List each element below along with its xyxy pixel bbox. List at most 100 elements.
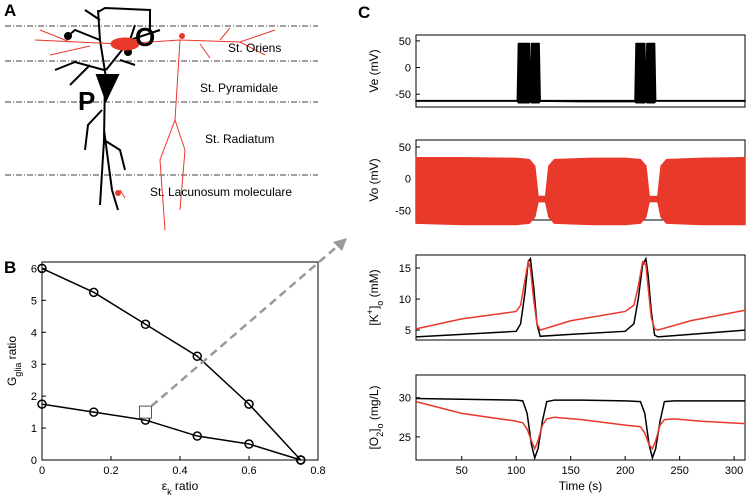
label-part: ε <box>162 479 168 493</box>
y-axis-label: [O2]o (mg/L) <box>367 385 385 449</box>
x-tick-label: 0 <box>39 465 45 477</box>
y-axis-label: [K+]o (mM) <box>365 269 385 325</box>
y-tick-label: 6 <box>31 263 37 275</box>
layer-label: St. Pyramidale <box>200 81 278 95</box>
y-tick-label: 2 <box>31 391 37 403</box>
point-marker <box>140 319 151 330</box>
panel-label: C <box>358 3 370 22</box>
point-marker <box>37 263 47 274</box>
label-part: ratio <box>172 479 199 493</box>
label-part: ] <box>367 306 381 309</box>
x-tick-label: 0.8 <box>310 465 325 477</box>
point-marker <box>89 407 99 417</box>
x-tick-label: 0.6 <box>241 465 256 477</box>
oriens-neuron <box>34 27 276 231</box>
series-line <box>415 397 745 461</box>
y-tick-label: 0 <box>405 174 411 186</box>
series-line <box>415 256 746 338</box>
y-tick-label: 3 <box>31 359 37 371</box>
label-part: G <box>5 377 19 386</box>
label-part: k <box>167 487 172 497</box>
panel-label: A <box>4 1 16 20</box>
label-part: o <box>375 423 385 428</box>
y-tick-label: 1 <box>31 423 37 435</box>
dendrite <box>34 27 276 231</box>
bouton <box>179 33 185 39</box>
x-tick-label: 300 <box>725 465 743 477</box>
x-tick-label: 150 <box>562 465 580 477</box>
series-line <box>41 403 301 461</box>
point-marker <box>244 439 254 449</box>
neuron-label: O <box>135 22 155 52</box>
label-part: ] <box>367 429 381 432</box>
label-part: (mg/L) <box>367 385 381 423</box>
y-tick-label: 30 <box>399 393 411 405</box>
y-tick-label: 50 <box>399 36 411 48</box>
label-part: Vo (mV) <box>367 158 381 201</box>
oscillation-band <box>415 42 746 104</box>
label-part: [O <box>367 437 381 450</box>
y-tick-label: 15 <box>399 263 411 275</box>
chart: -50 0 50 Vo (mV) <box>367 139 746 226</box>
point-marker <box>37 399 47 409</box>
label-part: (mM) <box>367 269 381 300</box>
point-marker <box>192 351 202 361</box>
plot-frame <box>415 34 746 108</box>
dendrite <box>84 77 126 211</box>
point-marker <box>89 287 99 298</box>
y-axis-label: Vo (mV) <box>367 158 381 201</box>
point-marker <box>296 455 306 465</box>
label-part: o <box>375 301 385 306</box>
pointer-arrow <box>150 243 341 408</box>
soma <box>110 37 140 51</box>
chart: 25 30 50 100 150 200 250 300 Time (s) [O2]o (mg/L… <box>367 374 746 493</box>
label-part: Ve (mV) <box>367 49 381 92</box>
y-tick-label: -50 <box>395 89 411 101</box>
panel-label: B <box>4 258 16 277</box>
layer-label: St. Oriens <box>228 41 281 55</box>
point-marker <box>192 431 202 441</box>
x-axis-label: εk ratio <box>162 479 199 497</box>
y-tick-label: 0 <box>405 63 411 75</box>
x-tick-label: 50 <box>456 465 468 477</box>
y-tick-label: 25 <box>399 432 411 444</box>
axon <box>97 6 151 30</box>
point-marker <box>244 399 254 409</box>
soma <box>95 74 120 103</box>
series-line <box>415 258 746 331</box>
x-axis-label: Time (s) <box>559 479 603 493</box>
x-tick-label: 0.4 <box>172 465 187 477</box>
y-tick-label: 4 <box>31 327 37 339</box>
y-tick-label: 50 <box>399 142 411 154</box>
chart: 5 10 15 [K+]o (mM) <box>365 254 746 341</box>
y-tick-label: 10 <box>399 294 411 306</box>
chart: -50 0 50 Ve (mV) <box>367 34 746 108</box>
label-part: Time (s) <box>559 479 603 493</box>
label-part: [K <box>367 314 381 325</box>
plot-frame <box>415 374 746 461</box>
label-part: glia <box>13 363 23 377</box>
x-tick-label: 250 <box>670 465 688 477</box>
bouton <box>115 190 121 196</box>
arrow-head <box>333 238 347 251</box>
layer-label: St. Radiatum <box>205 132 274 146</box>
y-tick-label: -50 <box>395 205 411 217</box>
series-line <box>41 267 302 461</box>
neuron-label: P <box>78 86 95 116</box>
y-tick-label: 5 <box>31 295 37 307</box>
label-part: + <box>365 309 375 314</box>
oscillation-band <box>415 157 746 226</box>
layer-label: St. Lacunosum moleculare <box>150 185 292 199</box>
y-tick-label: 0 <box>31 455 37 467</box>
highlight-square <box>139 405 152 419</box>
y-axis-label: Ve (mV) <box>367 49 381 92</box>
y-axis-label: Gglia ratio <box>5 336 23 386</box>
y-tick-label: 5 <box>405 325 411 337</box>
x-tick-label: 100 <box>507 465 525 477</box>
label-part: 2 <box>375 432 385 437</box>
series-line <box>415 400 746 451</box>
label-part: ratio <box>5 336 19 363</box>
